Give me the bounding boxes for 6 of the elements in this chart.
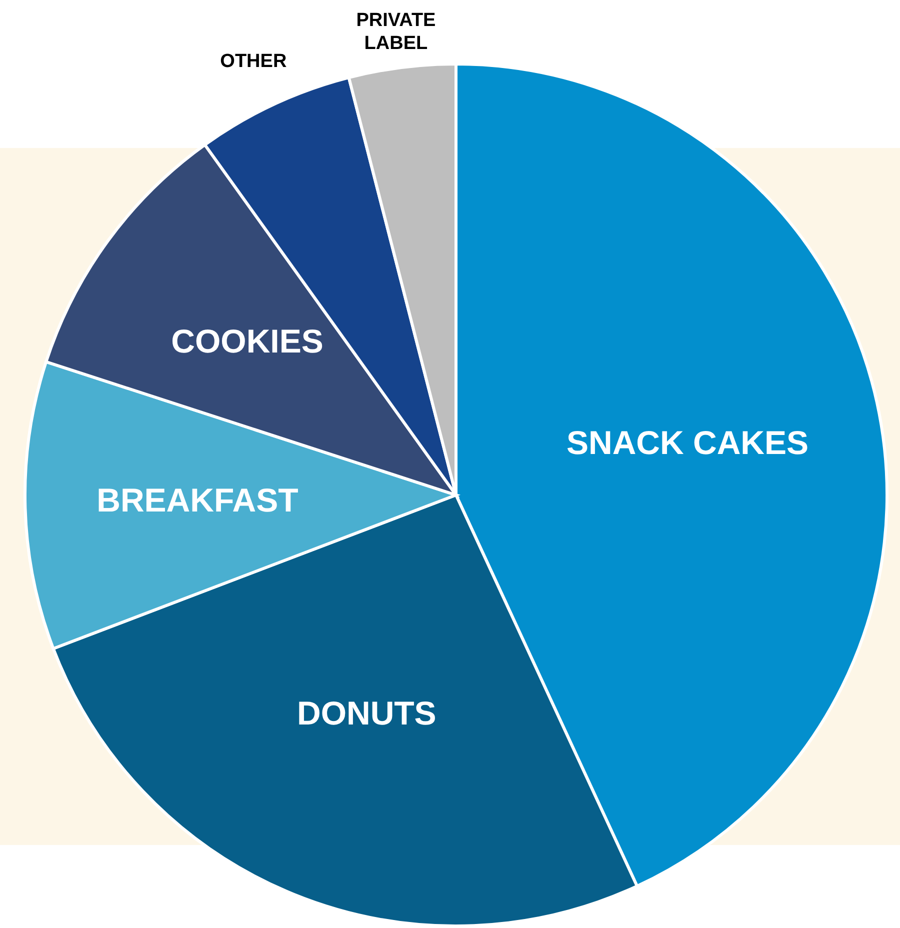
- slice-label: OTHER: [220, 50, 287, 72]
- slice-label: DONUTS: [296, 694, 436, 732]
- slice-label: BREAKFAST: [96, 482, 298, 518]
- slice-label: PRIVATE LABEL: [356, 10, 436, 54]
- slice-label: COOKIES: [171, 322, 324, 360]
- slice-label: SNACK CAKES: [566, 424, 809, 462]
